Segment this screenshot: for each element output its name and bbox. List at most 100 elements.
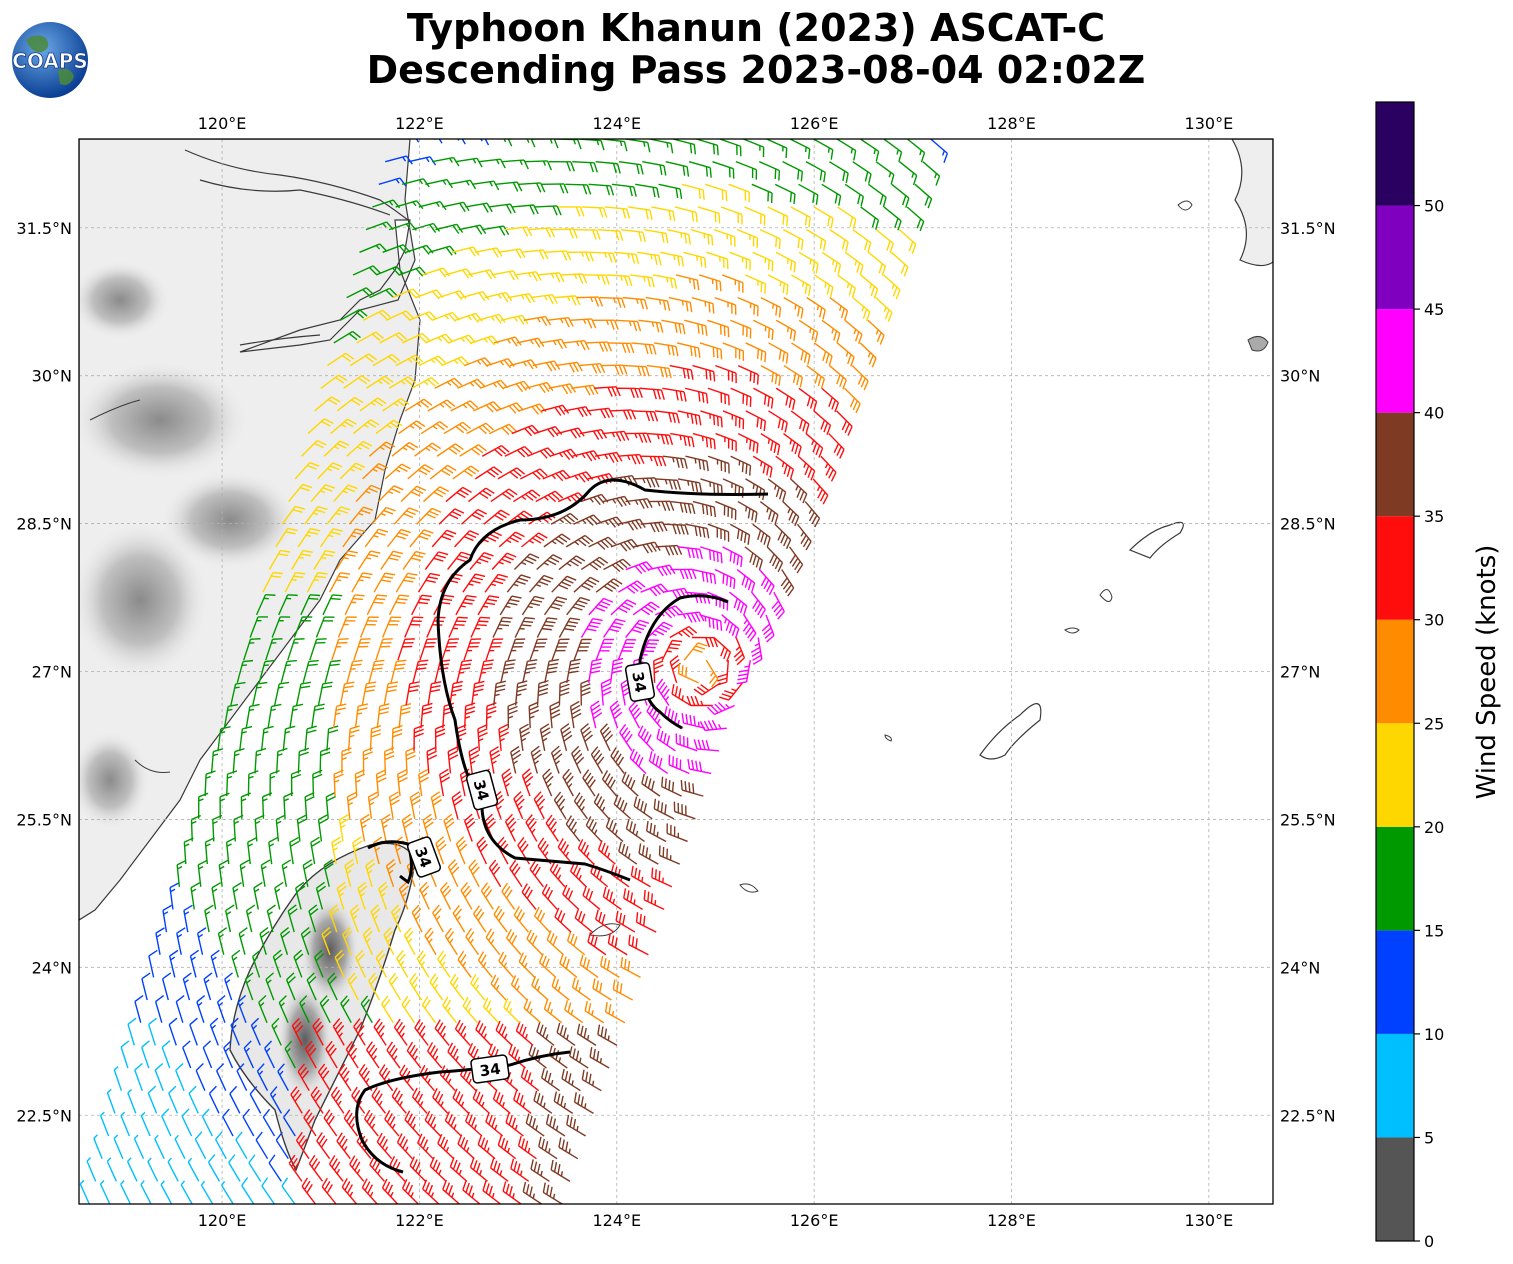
- wind-barb: [336, 396, 364, 412]
- wind-barb: [852, 161, 872, 184]
- wind-barb: [468, 269, 497, 280]
- wind-barb: [806, 297, 826, 320]
- wind-barb: [473, 905, 487, 933]
- wind-barb: [535, 490, 564, 503]
- wind-barb: [736, 660, 752, 685]
- wind-barb: [677, 410, 702, 426]
- wind-barb: [315, 616, 335, 638]
- wind-barb: [469, 1157, 488, 1182]
- wind-barb: [573, 514, 602, 526]
- wind-barb: [692, 432, 716, 450]
- wind-barb: [390, 659, 407, 684]
- wind-barb: [454, 530, 480, 548]
- wind-barb: [525, 381, 554, 394]
- wind-barb: [402, 550, 426, 570]
- wind-barb: [371, 1087, 387, 1114]
- wind-barb: [127, 1088, 137, 1114]
- wind-barb: [447, 859, 460, 888]
- colorbar-bin: [1376, 1137, 1414, 1241]
- wind-barb: [891, 251, 909, 277]
- wind-barb: [452, 1088, 470, 1114]
- wind-barb: [645, 296, 671, 311]
- wind-barb: [523, 998, 542, 1024]
- wind-barb: [883, 206, 902, 231]
- wind-barb: [302, 859, 313, 887]
- wind-barb: [510, 1158, 530, 1182]
- wind-barb: [424, 551, 449, 570]
- wind-barb: [462, 1180, 481, 1204]
- wind-barb: [722, 342, 745, 361]
- wind-barb: [767, 274, 789, 295]
- wind-barb: [612, 979, 634, 1001]
- wind-barb: [522, 1181, 542, 1204]
- wind-barb: [271, 616, 291, 638]
- wind-barb: [443, 421, 472, 435]
- wind-barb: [459, 444, 487, 457]
- wind-barb: [597, 840, 616, 865]
- wind-barb: [291, 549, 313, 570]
- wind-barb: [361, 1178, 378, 1204]
- wind-barb: [530, 745, 542, 774]
- wind-barb: [712, 160, 735, 179]
- wind-barb: [225, 904, 235, 933]
- wind-barb: [821, 251, 842, 275]
- wind-barb: [470, 335, 499, 346]
- wind-barb: [471, 680, 485, 706]
- wind-barb: [495, 181, 523, 192]
- wind-barb: [584, 1000, 605, 1024]
- wind-barb: [580, 679, 591, 706]
- wind-barb: [464, 357, 493, 368]
- wind-barb: [506, 574, 531, 593]
- wind-barb: [507, 638, 526, 661]
- wind-barb: [504, 446, 533, 458]
- wind-barb: [489, 746, 501, 774]
- wind-barb: [385, 310, 414, 321]
- wind-barb: [463, 813, 476, 842]
- wind-barb: [687, 759, 712, 775]
- wind-barb: [202, 1040, 213, 1069]
- wind-barb: [485, 638, 504, 661]
- wind-barb: [278, 995, 289, 1024]
- wind-barb: [174, 1134, 186, 1159]
- colorbar-bin: [1376, 309, 1414, 413]
- wind-barb: [288, 1154, 303, 1182]
- wind-barb: [505, 1112, 524, 1137]
- wind-barb: [517, 837, 531, 865]
- wind-barb: [388, 972, 402, 1001]
- wind-barb: [637, 725, 655, 752]
- wind-barb: [397, 638, 415, 661]
- wind-barb: [646, 364, 672, 379]
- wind-barb: [490, 974, 507, 1001]
- wind-barb: [194, 1131, 207, 1160]
- wind-barb: [513, 553, 540, 571]
- wind-barb: [235, 1131, 248, 1160]
- wind-barb: [154, 1062, 164, 1091]
- colorbar-bin: [1376, 102, 1414, 206]
- wind-barb: [304, 505, 328, 525]
- wind-barb: [475, 1020, 492, 1046]
- lat-tick-label-right: 31.5°N: [1280, 219, 1336, 238]
- wind-barb: [783, 229, 804, 250]
- wind-barb: [378, 485, 404, 503]
- wind-barb: [620, 957, 641, 979]
- wind-barb: [736, 568, 756, 593]
- wind-barb: [357, 550, 381, 570]
- wind-barb: [388, 791, 400, 819]
- wind-barb: [422, 1179, 440, 1204]
- wind-barb: [604, 206, 631, 219]
- wind-barb: [452, 465, 480, 480]
- wind-barb: [606, 274, 633, 287]
- wind-barb: [551, 976, 570, 1001]
- wind-barb: [498, 723, 510, 751]
- wind-barb: [553, 1091, 574, 1114]
- wind-barb: [530, 1159, 550, 1182]
- wind-barb: [231, 949, 241, 978]
- wind-barb: [632, 410, 659, 422]
- wind-barb: [161, 972, 172, 1001]
- wind-barb: [520, 1067, 540, 1092]
- wind-barb: [514, 617, 535, 638]
- wind-barb: [391, 904, 402, 933]
- wind-barb: [280, 659, 297, 684]
- wind-barb: [411, 904, 423, 933]
- lat-tick-label-right: 27°N: [1280, 663, 1320, 682]
